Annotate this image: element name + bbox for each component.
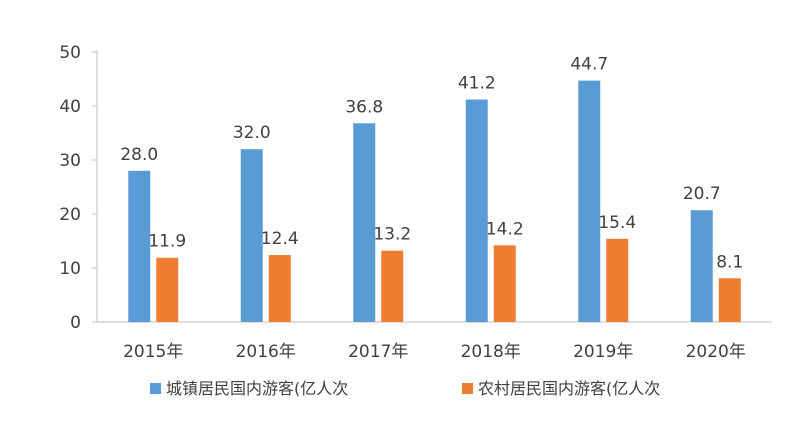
data-label: 15.4 — [598, 213, 636, 233]
bar-urban — [128, 170, 151, 322]
data-label: 28.0 — [120, 145, 158, 165]
bar-rural — [381, 250, 404, 322]
y-tick-label: 20 — [59, 205, 81, 225]
data-label: 13.2 — [373, 225, 411, 245]
data-label: 36.8 — [345, 97, 383, 117]
bar-rural — [268, 255, 291, 322]
x-tick-label: 2020年 — [686, 342, 746, 362]
bars — [128, 80, 741, 323]
bar-rural — [718, 278, 741, 322]
bar-urban — [690, 210, 713, 322]
legend-swatch — [150, 383, 161, 394]
x-tick-label: 2017年 — [348, 342, 408, 362]
legend-label: 城镇居民国内游客(亿人次 — [166, 379, 348, 398]
data-label: 14.2 — [486, 219, 524, 239]
x-tick-label: 2016年 — [236, 342, 296, 362]
legend: 城镇居民国内游客(亿人次 农村居民国内游客(亿人次 — [150, 379, 660, 398]
data-label: 12.4 — [261, 229, 299, 249]
bar-urban — [578, 80, 601, 323]
data-label: 32.0 — [233, 123, 271, 143]
x-tick-label: 2018年 — [461, 342, 521, 362]
x-axis: 2015年 2016年 2017年 2018年 2019年 2020年 — [97, 321, 772, 362]
legend-label: 农村居民国内游客(亿人次 — [478, 379, 660, 398]
y-tick-label: 50 — [59, 43, 81, 63]
y-axis: 0 10 20 30 40 50 — [59, 43, 98, 333]
legend-swatch — [462, 383, 473, 394]
bar-urban — [353, 123, 376, 322]
x-tick-label: 2015年 — [123, 342, 183, 362]
data-label: 44.7 — [570, 55, 608, 75]
bar-urban — [240, 149, 263, 322]
y-tick-label: 40 — [59, 97, 81, 117]
bar-urban — [465, 99, 488, 323]
y-tick-label: 30 — [59, 151, 81, 171]
data-label: 11.9 — [148, 232, 186, 252]
data-label: 8.1 — [716, 252, 743, 272]
bar-rural — [493, 245, 516, 322]
bar-rural — [606, 238, 629, 322]
x-tick-label: 2019年 — [573, 342, 633, 362]
y-tick-label: 0 — [70, 313, 81, 333]
data-label: 20.7 — [683, 184, 721, 204]
data-label: 41.2 — [458, 74, 496, 94]
y-tick-label: 10 — [59, 259, 81, 279]
bar-rural — [156, 257, 179, 322]
data-labels: 28.0 11.9 32.0 12.4 36.8 13.2 41.2 14.2 44.7 15.4… — [120, 55, 743, 273]
